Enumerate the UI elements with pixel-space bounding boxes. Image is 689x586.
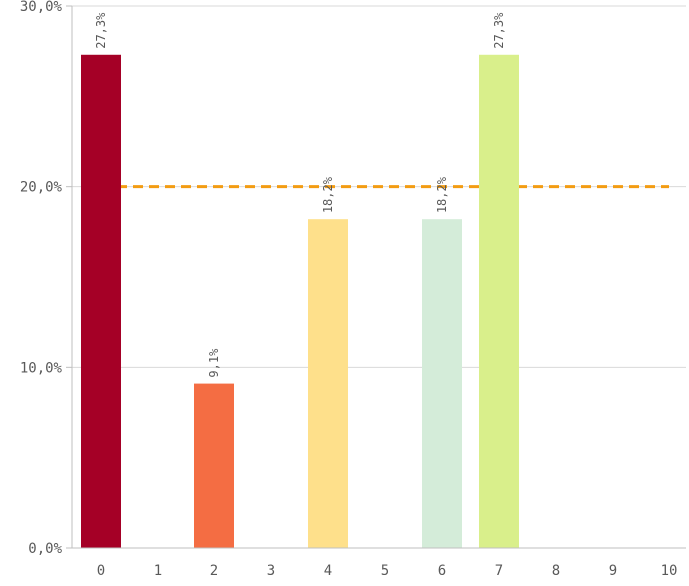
x-tick-label: 2 bbox=[210, 563, 218, 579]
bar-2 bbox=[194, 383, 234, 548]
axes bbox=[66, 5, 686, 549]
bar-0 bbox=[81, 54, 121, 548]
x-tick-label: 10 bbox=[661, 563, 678, 579]
y-tick-label: 0,0% bbox=[28, 541, 62, 557]
x-tick-label: 0 bbox=[97, 563, 105, 579]
x-tick-label: 9 bbox=[609, 563, 617, 579]
x-tick-label: 8 bbox=[552, 563, 560, 579]
y-tick-label: 10,0% bbox=[20, 360, 63, 376]
labels: 0,0% 10,0% 20,0% 30,0% 0 1 2 3 4 5 6 7 8 9 10 27,3% 9,1%… bbox=[20, 0, 678, 579]
y-tick-label: 20,0% bbox=[20, 180, 63, 196]
data-label-2: 9,1% bbox=[207, 348, 221, 378]
x-tick-label: 5 bbox=[381, 563, 389, 579]
data-label-6: 18,2% bbox=[435, 176, 449, 213]
bar-7 bbox=[479, 54, 519, 548]
y-tick-label: 30,0% bbox=[20, 0, 63, 15]
x-tick-label: 6 bbox=[438, 563, 446, 579]
x-tick-label: 3 bbox=[267, 563, 275, 579]
data-label-7: 27,3% bbox=[492, 12, 506, 49]
x-tick-label: 1 bbox=[154, 563, 162, 579]
bar-4 bbox=[308, 219, 348, 549]
x-tick-label: 4 bbox=[324, 563, 332, 579]
bar-6 bbox=[422, 219, 462, 549]
x-tick-label: 7 bbox=[495, 563, 503, 579]
data-label-4: 18,2% bbox=[321, 176, 335, 213]
bars bbox=[81, 54, 519, 549]
data-label-0: 27,3% bbox=[94, 12, 108, 49]
